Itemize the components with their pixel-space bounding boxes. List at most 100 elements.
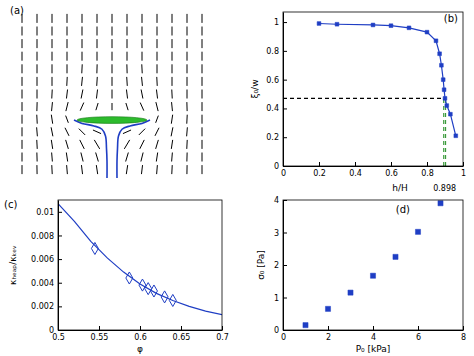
vector (52, 27, 53, 36)
vector (52, 77, 53, 86)
tick: 0 (274, 162, 287, 171)
vector (94, 140, 99, 149)
vector (112, 52, 113, 61)
vector (96, 64, 97, 73)
tick-mark (319, 162, 320, 166)
vector (140, 140, 145, 149)
axis: 02468 (281, 326, 466, 342)
marker (438, 52, 442, 56)
vector (202, 153, 203, 162)
panel-label: (d) (396, 204, 410, 215)
vector (67, 39, 68, 48)
vector (112, 64, 113, 73)
vector (96, 103, 98, 110)
vector (52, 64, 53, 73)
vector (81, 77, 83, 86)
marker (443, 96, 447, 100)
vector (112, 103, 113, 110)
panel: 00.20.40.60.8100.20.40.60.81h/Hξ₀/w0.898… (250, 12, 466, 193)
tick-label: 0.008 (31, 232, 54, 241)
tick: 0.8 (266, 47, 287, 56)
vector (81, 64, 82, 73)
vector (202, 140, 203, 149)
tick-label: 0.5 (52, 333, 65, 342)
tick: 0.6 (266, 76, 287, 85)
tick-label: 0.4 (266, 104, 279, 113)
vector (80, 140, 85, 149)
tick-label: 0.55 (91, 333, 109, 342)
vector (172, 64, 173, 73)
vector (97, 39, 98, 48)
tick-label: 0.01 (36, 208, 54, 217)
vector (156, 77, 157, 86)
tick: 0.65 (173, 326, 191, 342)
vector (202, 127, 203, 136)
vector (187, 14, 188, 23)
tick-label: 0.8 (266, 47, 279, 56)
vector (82, 27, 83, 36)
vector (202, 115, 203, 124)
vector (51, 115, 52, 124)
tick: 4 (274, 196, 287, 205)
marker (393, 254, 398, 259)
vector (36, 127, 38, 136)
panel-label: (a) (10, 5, 24, 16)
tick-mark (283, 265, 287, 266)
vector (66, 102, 68, 111)
vector (141, 64, 142, 73)
tick-label: 1 (274, 18, 279, 27)
vector (126, 64, 127, 73)
vector (141, 90, 143, 99)
tick-mark (418, 326, 419, 330)
marker (370, 273, 375, 278)
vector (96, 77, 98, 86)
vector (22, 102, 23, 111)
marker (425, 30, 429, 34)
vector (66, 77, 67, 86)
tick-mark (283, 80, 287, 81)
tick-label: 0.4 (349, 169, 362, 178)
boundary-curve (74, 120, 107, 178)
vector (141, 165, 142, 174)
plot-frame (283, 200, 463, 330)
data-line (445, 98, 446, 166)
axis-line (284, 330, 464, 331)
tick-label: 0.65 (173, 333, 191, 342)
vector (112, 27, 113, 36)
vector (65, 128, 69, 136)
vector (52, 52, 53, 61)
tick: 0.01 (36, 208, 62, 217)
tick: 6 (416, 326, 421, 342)
tick: 0.2 (266, 133, 287, 142)
vector (124, 140, 129, 149)
vector (97, 14, 98, 23)
vector (22, 52, 23, 61)
vector (126, 165, 127, 174)
vector (66, 140, 69, 149)
vector (187, 64, 188, 73)
tick-mark (328, 326, 329, 330)
x-axis-title: φ (137, 344, 143, 354)
vector (37, 77, 38, 86)
tick-label: 4 (274, 196, 279, 205)
vector (186, 153, 187, 162)
vector (37, 52, 38, 61)
vector (22, 140, 23, 149)
marker (145, 283, 152, 295)
tick-label: 0 (49, 326, 54, 335)
marker (389, 24, 393, 28)
vector (202, 52, 203, 61)
tick-mark (222, 326, 223, 330)
vector (126, 153, 129, 162)
vector (157, 52, 158, 61)
vector (142, 52, 143, 61)
vector (97, 27, 98, 36)
vector (36, 165, 37, 174)
x-axis-title: P₀ [kPa] (356, 344, 391, 354)
panel-label: (c) (4, 199, 17, 210)
tick-label: 8 (461, 333, 466, 342)
tick-mark (58, 283, 62, 284)
vector (123, 130, 131, 134)
vector (156, 153, 157, 162)
vector (22, 27, 23, 36)
